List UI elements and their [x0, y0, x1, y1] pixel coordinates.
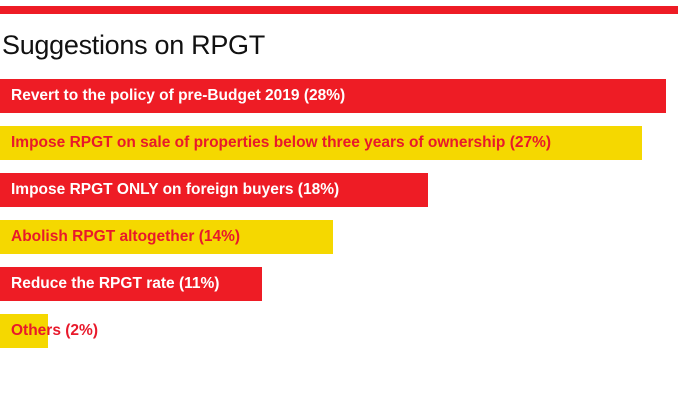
bar-6: [0, 314, 48, 348]
bar-2: [0, 126, 642, 160]
bar-1: [0, 79, 666, 113]
bar-3: [0, 173, 428, 207]
bar-5: [0, 267, 262, 301]
bar-label-3: Impose RPGT ONLY on foreign buyers (18%): [11, 181, 340, 198]
bar-label-6: Others (2%): [11, 322, 98, 339]
bar-4: [0, 220, 333, 254]
bar-label-4: Abolish RPGT altogether (14%): [11, 228, 241, 245]
bar-label-1: Revert to the policy of pre-Budget 2019 …: [11, 87, 346, 104]
bar-label-2: Impose RPGT on sale of properties below …: [11, 134, 552, 151]
bar-label-5: Reduce the RPGT rate (11%): [11, 275, 220, 292]
chart-title: Suggestions on RPGT: [2, 30, 265, 60]
top-accent-rule: [0, 6, 678, 14]
